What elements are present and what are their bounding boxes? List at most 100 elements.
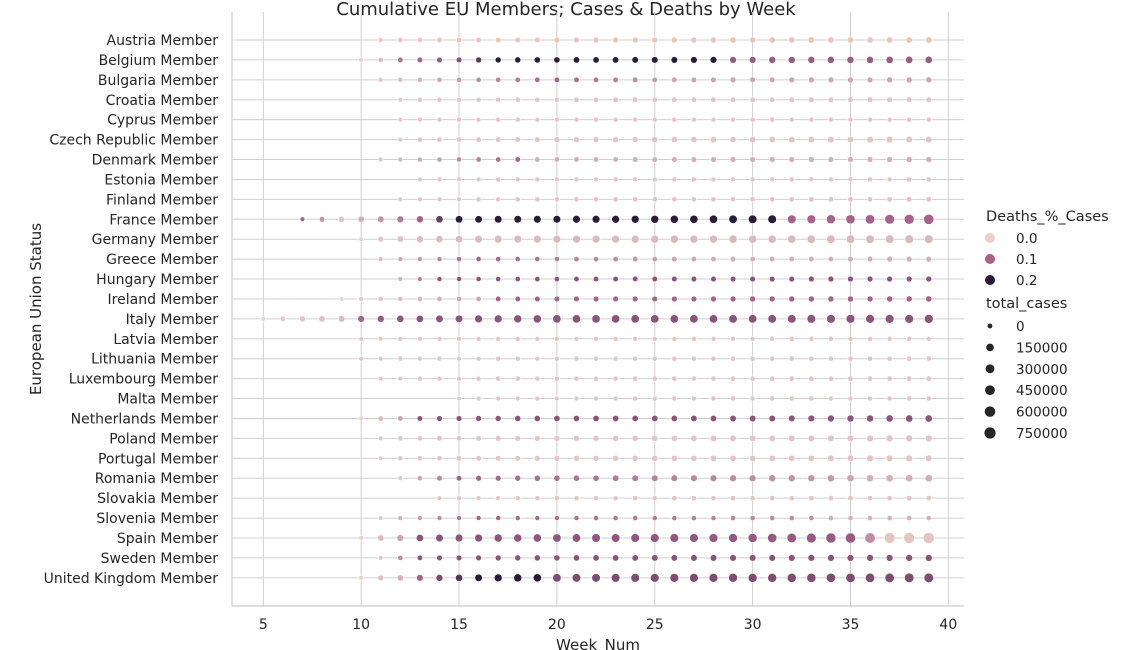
data-point xyxy=(669,533,680,543)
data-point xyxy=(710,375,717,382)
legend-size-label: 300000 xyxy=(1016,362,1068,378)
data-point xyxy=(650,533,660,543)
data-point xyxy=(357,215,365,223)
data-point xyxy=(436,475,443,482)
data-point xyxy=(436,455,443,462)
data-point xyxy=(864,532,876,544)
data-point xyxy=(592,76,600,83)
data-point xyxy=(827,495,834,502)
data-point xyxy=(534,435,541,442)
data-point xyxy=(631,414,639,423)
data-point xyxy=(514,455,521,462)
x-tick-label: 25 xyxy=(646,617,664,633)
y-tick-label: Slovenia Member xyxy=(96,511,218,527)
legend-size-marker xyxy=(986,343,994,352)
data-point xyxy=(573,395,580,402)
data-point xyxy=(632,395,639,402)
data-point xyxy=(866,414,874,423)
data-point xyxy=(456,336,462,342)
data-point xyxy=(610,573,621,583)
data-point xyxy=(708,214,718,224)
data-point xyxy=(925,335,932,342)
data-point xyxy=(867,495,874,502)
data-point xyxy=(885,474,894,483)
data-point xyxy=(475,156,482,163)
data-point xyxy=(806,314,816,324)
data-point xyxy=(768,414,776,423)
data-point xyxy=(475,36,482,44)
data-point xyxy=(474,215,483,224)
data-point xyxy=(397,355,404,362)
data-point xyxy=(495,495,502,501)
data-point xyxy=(905,295,913,303)
data-point xyxy=(397,136,404,143)
data-point xyxy=(495,176,501,183)
data-point xyxy=(730,355,736,362)
data-point xyxy=(534,515,541,521)
data-point xyxy=(651,176,658,183)
data-point xyxy=(808,196,815,203)
data-point xyxy=(787,314,797,324)
data-point xyxy=(397,415,404,422)
data-point xyxy=(730,335,736,342)
data-point xyxy=(769,176,776,183)
data-point xyxy=(631,36,639,44)
data-point xyxy=(631,474,639,482)
data-point xyxy=(826,234,836,244)
data-point xyxy=(593,495,599,502)
data-point xyxy=(906,176,913,183)
data-point xyxy=(671,515,678,521)
data-point xyxy=(475,76,482,83)
data-point xyxy=(456,136,463,143)
data-point xyxy=(632,335,638,342)
data-point xyxy=(514,395,521,402)
data-point xyxy=(573,276,580,283)
y-tick-label: Romania Member xyxy=(95,471,219,487)
data-point xyxy=(397,435,404,442)
data-point xyxy=(417,116,423,123)
data-point xyxy=(807,136,815,144)
data-point xyxy=(748,554,757,562)
data-point xyxy=(475,495,482,501)
data-point xyxy=(416,56,424,64)
data-point xyxy=(886,395,893,402)
data-point xyxy=(749,295,756,303)
y-tick-label: Austria Member xyxy=(107,33,219,49)
y-tick-label: Portugal Member xyxy=(98,451,218,467)
data-point xyxy=(553,96,560,103)
data-point xyxy=(767,533,778,543)
data-point xyxy=(826,314,836,324)
data-point xyxy=(866,56,874,64)
data-point xyxy=(768,56,776,64)
data-point xyxy=(923,213,935,225)
data-point xyxy=(847,275,854,283)
data-point xyxy=(749,434,757,443)
data-point xyxy=(788,375,795,382)
data-point xyxy=(709,434,718,442)
data-point xyxy=(748,314,758,324)
data-point xyxy=(495,455,502,462)
data-point xyxy=(847,295,854,303)
data-point xyxy=(436,415,443,422)
data-point xyxy=(417,276,423,282)
data-point xyxy=(358,415,364,422)
data-point xyxy=(925,76,933,84)
data-point xyxy=(299,216,306,222)
data-point xyxy=(612,515,619,521)
data-point xyxy=(397,475,404,481)
data-point xyxy=(416,215,424,224)
data-point xyxy=(846,56,855,64)
data-point xyxy=(690,136,698,144)
data-point xyxy=(572,56,580,64)
data-point xyxy=(631,295,639,303)
data-point xyxy=(435,574,444,582)
data-point xyxy=(690,375,697,382)
data-point xyxy=(611,314,621,324)
data-point xyxy=(847,176,854,183)
data-point xyxy=(650,234,660,244)
y-tick-label: Netherlands Member xyxy=(71,411,219,427)
data-point xyxy=(768,434,776,443)
data-point xyxy=(749,136,757,144)
data-point xyxy=(925,176,932,183)
data-point xyxy=(474,235,483,244)
